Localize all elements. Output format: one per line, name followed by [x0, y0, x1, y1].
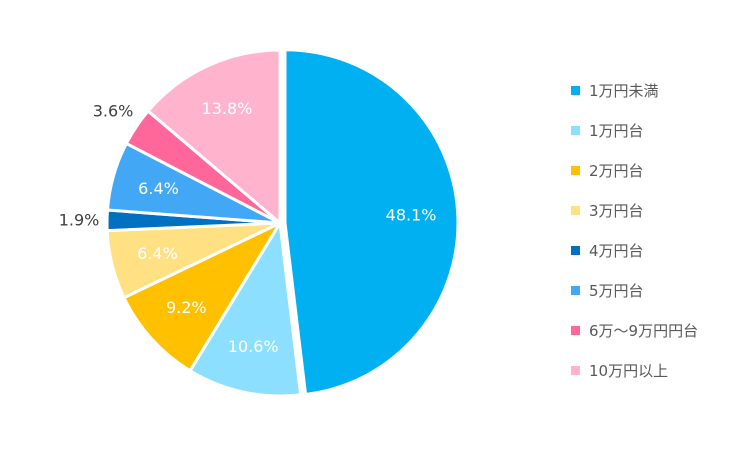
legend-swatch	[571, 245, 580, 255]
legend-label: 1万円台	[589, 121, 644, 140]
legend-label: 2万円台	[589, 161, 644, 180]
legend-swatch	[571, 325, 580, 335]
pie-slice-3	[122, 221, 282, 373]
pie-slices	[105, 48, 460, 398]
data-label-2: 10.6%	[228, 337, 279, 356]
data-label-8: 13.8%	[202, 99, 253, 118]
data-label-4: 6.4%	[137, 244, 178, 263]
legend-label: 6万～9万円円台	[589, 321, 699, 340]
legend: 1万円未満 1万円台 2万円台 3万円台 4万円台 5万円台 6万～9万円円台 10万円以上	[571, 70, 698, 390]
legend-label: 4万円台	[589, 241, 644, 260]
data-label-1: 48.1%	[386, 206, 437, 225]
legend-item-8: 10万円以上	[571, 350, 698, 390]
data-label-3: 9.2%	[166, 298, 207, 317]
legend-item-4: 3万円台	[571, 190, 698, 230]
legend-label: 3万円台	[589, 201, 644, 220]
legend-item-2: 1万円台	[571, 110, 698, 150]
legend-item-6: 5万円台	[571, 270, 698, 310]
legend-label: 10万円以上	[589, 361, 669, 380]
legend-swatch	[571, 285, 580, 295]
legend-label: 1万円未満	[589, 81, 659, 100]
pie-slice-1	[283, 48, 460, 396]
data-label-6: 6.4%	[138, 179, 179, 198]
pie-slice-8	[146, 48, 282, 225]
legend-item-5: 4万円台	[571, 230, 698, 270]
legend-swatch	[571, 165, 580, 175]
legend-item-7: 6万～9万円円台	[571, 310, 698, 350]
legend-swatch	[571, 365, 580, 375]
legend-label: 5万円台	[589, 281, 644, 300]
legend-item-3: 2万円台	[571, 150, 698, 190]
data-label-5: 1.9%	[59, 210, 100, 229]
legend-item-1: 1万円未満	[571, 70, 698, 110]
pie-slice-2	[188, 221, 303, 398]
pie-labels: 48.1% 10.6% 9.2% 6.4% 1.9% 6.4% 3.6% 13.8%	[59, 99, 437, 356]
legend-swatch	[571, 125, 580, 135]
legend-swatch	[571, 205, 580, 215]
data-label-7: 3.6%	[93, 102, 134, 121]
legend-swatch	[571, 85, 580, 95]
